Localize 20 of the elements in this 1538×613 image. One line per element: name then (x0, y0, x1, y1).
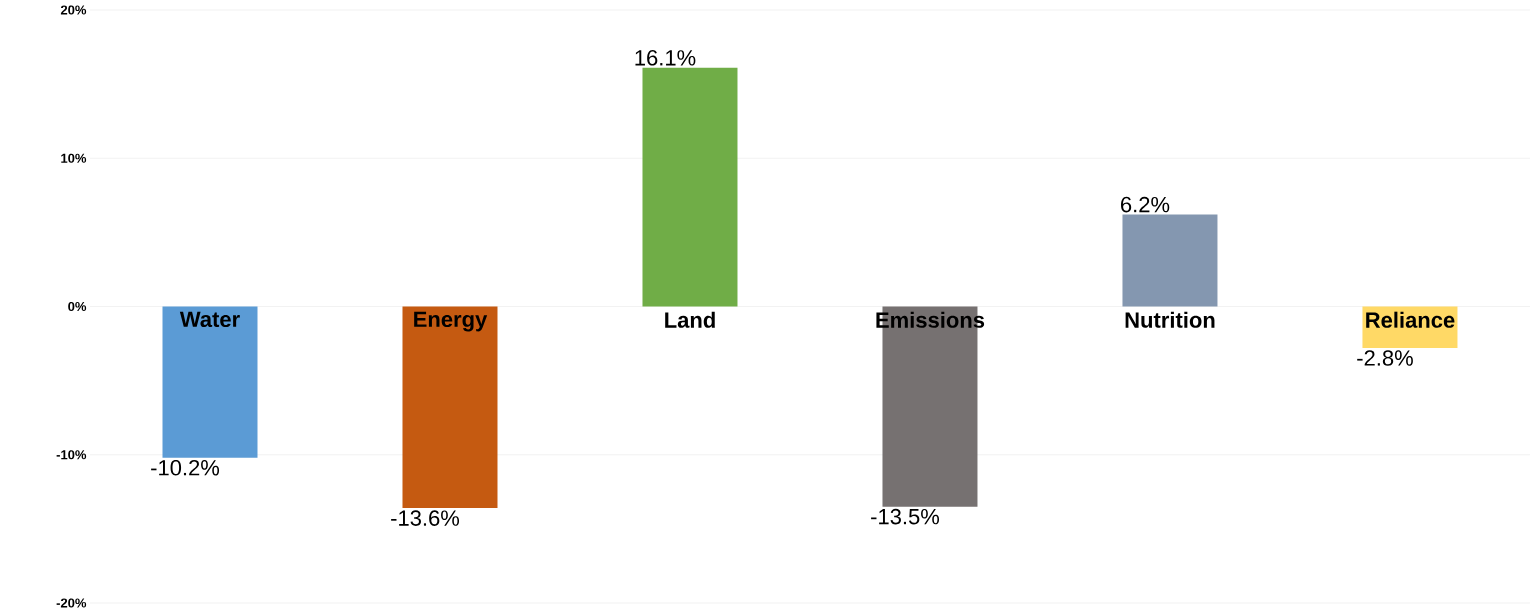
y-tick-label: 20% (60, 5, 87, 15)
bar (402, 306, 498, 509)
x-tick-label: Land (665, 311, 715, 328)
data-label: -2.8% (1357, 350, 1413, 366)
y-tick-label: -20% (56, 598, 87, 608)
bar (1122, 214, 1218, 307)
y-tick-label: 0% (68, 301, 87, 312)
x-tick-label: Nutrition (1125, 311, 1215, 328)
data-label: -13.6% (391, 510, 460, 526)
y-tick-label: 10% (61, 153, 87, 163)
bar (642, 67, 738, 307)
bar (162, 306, 258, 458)
data-label: -13.5% (871, 508, 940, 525)
x-tick-label: Energy (414, 311, 488, 332)
data-label: 16.1% (635, 50, 696, 66)
x-tick-label: Water (179, 311, 240, 328)
data-label: 6.2% (1121, 196, 1170, 213)
data-label: -10.2% (151, 459, 220, 476)
y-tick-label: -10% (56, 450, 87, 460)
x-tick-label: Reliance (1366, 311, 1455, 328)
